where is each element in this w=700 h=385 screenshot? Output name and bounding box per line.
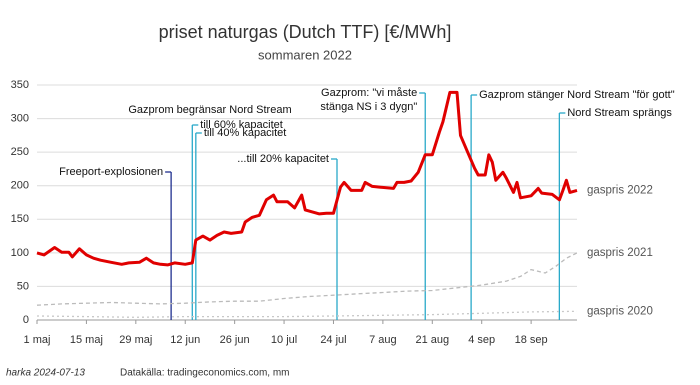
annotation-label: stänga NS i 3 dygn" (320, 101, 417, 113)
annotation-label: Freeport-explosionen (59, 166, 163, 178)
x-tick-label: 18 sep (515, 334, 548, 346)
footer-source: Datakälla: tradingeconomics.com, mm (120, 368, 290, 379)
x-tick-label: 21 aug (415, 334, 449, 346)
x-tick-label: 29 maj (119, 334, 152, 346)
x-tick-label: 4 sep (468, 334, 495, 346)
legend-label: gaspris 2022 (587, 184, 653, 196)
y-tick-label: 300 (11, 112, 29, 124)
y-tick-label: 200 (11, 180, 29, 192)
annotation-label: till 40% kapacitet (204, 127, 287, 139)
legend-label: gaspris 2021 (587, 247, 653, 259)
series-line (36, 252, 578, 306)
x-tick-label: 7 aug (369, 334, 397, 346)
x-tick-label: 12 jun (170, 334, 200, 346)
y-tick-label: 350 (11, 79, 29, 91)
annotation-label: Nord Stream sprängs (567, 107, 672, 119)
x-tick-label: 15 maj (70, 334, 103, 346)
x-tick-label: 26 jun (220, 334, 250, 346)
series-line (36, 90, 578, 267)
y-tick-label: 250 (11, 146, 29, 158)
y-tick-label: 100 (11, 247, 29, 259)
annotation-label: till 60% kapacitet (200, 119, 283, 131)
annotation-label: Gazprom: "vi måste (321, 87, 417, 99)
chart-title: priset naturgas (Dutch TTF) [€/MWh] (159, 22, 452, 42)
x-tick-label: 24 jul (320, 334, 346, 346)
annotation-label: ...till 20% kapacitet (237, 153, 329, 165)
annotation-label: Gazprom stänger Nord Stream "för gott" (479, 89, 675, 101)
series-line (36, 310, 578, 318)
x-tick-label: 10 jul (271, 334, 297, 346)
legend-label: gaspris 2020 (587, 305, 653, 317)
x-tick-label: 1 maj (24, 334, 51, 346)
footer-author: harka 2024-07-13 (6, 368, 85, 379)
y-tick-label: 50 (17, 280, 29, 292)
y-tick-label: 150 (11, 213, 29, 225)
y-tick-label: 0 (23, 314, 29, 326)
annotation-heading: Gazprom begränsar Nord Stream (128, 104, 291, 116)
chart-subtitle: sommaren 2022 (258, 47, 352, 62)
